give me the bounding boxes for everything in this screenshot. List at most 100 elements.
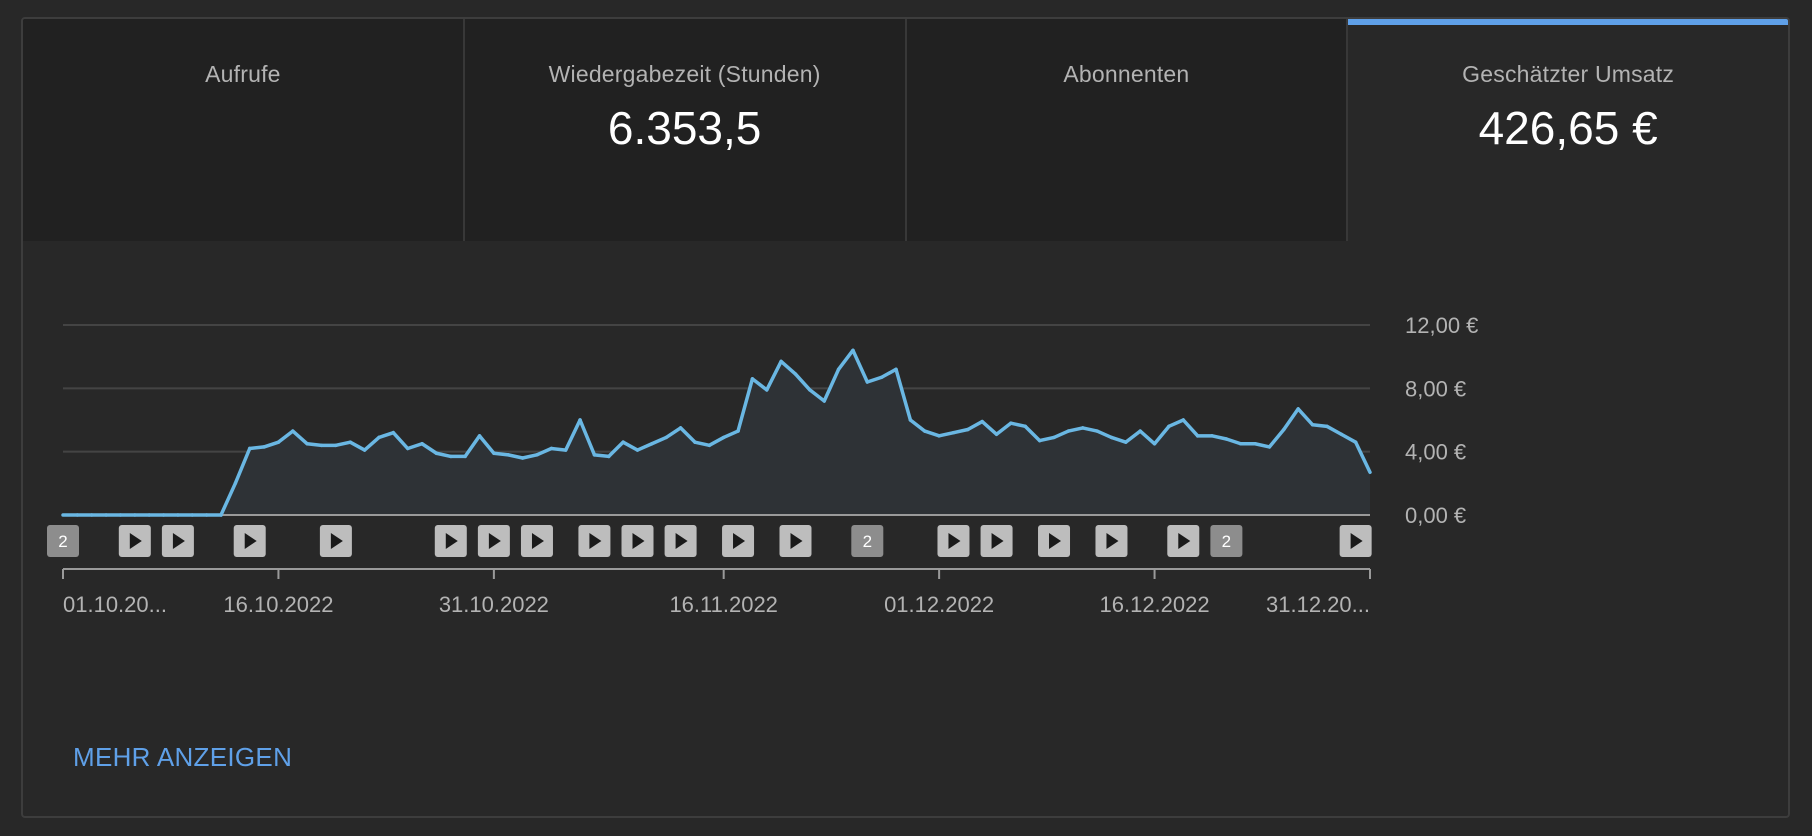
svg-text:2: 2	[58, 532, 67, 551]
video-marker-play-icon[interactable]	[779, 525, 812, 557]
x-tick-label: 16.10.2022	[223, 592, 333, 617]
revenue-line-segment	[391, 430, 410, 451]
revenue-line-segment	[1181, 418, 1200, 438]
revenue-line-segment	[607, 440, 625, 459]
revenue-line-segment	[405, 442, 424, 451]
video-marker-play-icon[interactable]	[664, 525, 697, 557]
svg-text:2: 2	[863, 532, 872, 551]
revenue-line-segment	[635, 442, 654, 452]
y-tick-label: 4,00 €	[1405, 440, 1466, 465]
x-tick-label: 16.11.2022	[669, 592, 777, 617]
revenue-line-segment	[707, 435, 726, 448]
video-marker-play-icon[interactable]	[319, 525, 352, 557]
revenue-line-segment	[549, 446, 568, 452]
metric-tab-4[interactable]: Geschätzter Umsatz 426,65 €	[1348, 19, 1788, 241]
video-marker-play-icon[interactable]	[1167, 525, 1200, 557]
metric-tab-label: Geschätzter Umsatz	[1462, 61, 1675, 87]
metric-tab-value: 6.353,5	[607, 102, 762, 154]
revenue-line-segment	[621, 440, 640, 452]
revenue-line-segment	[1339, 432, 1358, 444]
revenue-line-segment	[793, 372, 812, 392]
video-marker-play-icon[interactable]	[1095, 525, 1128, 557]
revenue-line-segment	[980, 419, 999, 436]
video-marker-play-icon[interactable]	[161, 525, 194, 557]
revenue-line-segment	[334, 440, 353, 448]
video-marker-count[interactable]: 2	[47, 525, 79, 557]
revenue-line-segment	[434, 451, 453, 459]
revenue-line-segment	[1296, 407, 1315, 427]
revenue-line-segment	[506, 453, 525, 460]
revenue-line-segment	[247, 445, 266, 451]
revenue-chart: 0,00 € 4,00 € 8,00 € 12,00 € 2 2 2 01.10.20... 1…	[23, 241, 1788, 701]
revenue-area	[63, 350, 1370, 515]
revenue-line-segment	[1224, 437, 1243, 446]
selected-tab-indicator	[1348, 19, 1788, 25]
metric-tab-label: Wiedergabezeit (Stunden)	[548, 61, 821, 87]
revenue-line-segment	[865, 375, 884, 384]
revenue-line-segment	[233, 446, 252, 486]
video-marker-play-icon[interactable]	[980, 525, 1013, 557]
video-marker-play-icon[interactable]	[937, 525, 970, 557]
revenue-line-segment	[908, 418, 927, 433]
x-tick-label: 01.10.20...	[63, 592, 167, 617]
revenue-line-segment	[563, 418, 582, 452]
revenue-line-segment	[1282, 407, 1300, 432]
revenue-line-segment	[736, 377, 755, 433]
revenue-line-segment	[1253, 442, 1272, 449]
y-tick-label: 8,00 €	[1405, 376, 1466, 401]
revenue-line-segment	[305, 442, 324, 448]
x-tick-label: 31.12.20...	[1266, 592, 1370, 617]
revenue-line-segment	[1023, 424, 1042, 443]
video-marker-play-icon[interactable]	[434, 525, 467, 557]
show-more-link[interactable]: MEHR ANZEIGEN	[73, 742, 293, 772]
revenue-line-segment	[937, 430, 956, 438]
y-tick-label: 0,00 €	[1405, 503, 1466, 528]
revenue-line-segment	[678, 426, 697, 444]
video-marker-play-icon[interactable]	[578, 525, 611, 557]
x-tick-label: 31.10.2022	[439, 592, 549, 617]
video-marker-count[interactable]: 2	[1210, 525, 1243, 557]
revenue-line-segment	[1037, 435, 1056, 443]
video-marker-play-icon[interactable]	[520, 525, 553, 557]
video-marker-play-icon[interactable]	[1339, 525, 1372, 557]
revenue-line-segment	[1325, 424, 1344, 436]
svg-text:2: 2	[1222, 532, 1231, 551]
revenue-line-segment	[1267, 427, 1286, 449]
revenue-line-segment	[750, 377, 769, 392]
revenue-line-segment	[1095, 429, 1114, 440]
revenue-line-segment	[664, 426, 683, 440]
video-marker-play-icon[interactable]	[233, 525, 266, 557]
revenue-line-segment	[420, 442, 439, 455]
metric-tabs: Aufrufe Wiedergabezeit (Stunden) 6.353,5 Ab…	[23, 19, 1788, 241]
metric-tab-1[interactable]: Aufrufe	[23, 19, 465, 241]
video-marker-play-icon[interactable]	[477, 525, 510, 557]
analytics-card: Aufrufe Wiedergabezeit (Stunden) 6.353,5 Ab…	[21, 17, 1790, 818]
revenue-line-segment	[291, 429, 309, 446]
revenue-line-segment	[276, 429, 295, 444]
revenue-line-segment	[1210, 434, 1229, 441]
revenue-line-segment	[721, 429, 740, 440]
revenue-line-segment	[1353, 440, 1372, 474]
revenue-line-segment	[966, 419, 984, 432]
revenue-line-segment	[1052, 429, 1071, 440]
video-marker-play-icon[interactable]	[118, 525, 151, 557]
revenue-line-segment	[779, 359, 798, 376]
metric-tab-3[interactable]: Abonnenten	[906, 19, 1349, 241]
revenue-line-segment	[1167, 418, 1186, 429]
revenue-line-segment	[463, 434, 482, 459]
revenue-line-segment	[808, 388, 826, 403]
video-marker-play-icon[interactable]	[1038, 525, 1071, 557]
revenue-line-segment	[219, 481, 238, 517]
revenue-line-segment	[535, 446, 554, 457]
revenue-line-segment	[477, 434, 496, 455]
video-marker-play-icon[interactable]	[722, 525, 755, 557]
revenue-line-segment	[1009, 421, 1028, 429]
revenue-line-segment	[894, 367, 913, 422]
revenue-line-segment	[592, 453, 611, 459]
metric-tab-2[interactable]: Wiedergabezeit (Stunden) 6.353,5	[464, 19, 907, 241]
revenue-line-segment	[1310, 423, 1329, 429]
revenue-line-segment	[1080, 426, 1099, 433]
metric-tab-label: Abonnenten	[1063, 61, 1190, 87]
video-marker-play-icon[interactable]	[621, 525, 654, 557]
video-marker-count[interactable]: 2	[851, 525, 884, 557]
